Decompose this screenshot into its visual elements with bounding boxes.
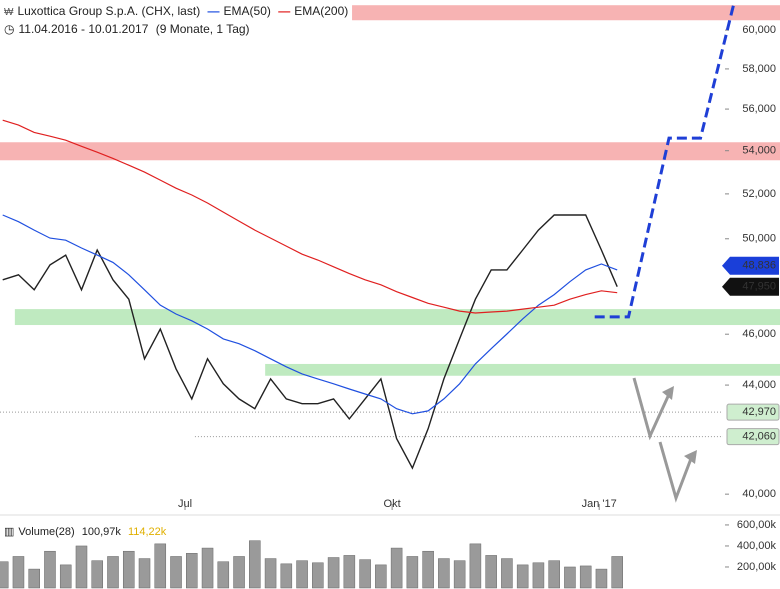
volume-bar xyxy=(217,561,230,589)
volume-bar xyxy=(532,562,545,589)
x-tick-label: Okt xyxy=(384,498,401,510)
volume-bar xyxy=(91,560,104,589)
volume-bar xyxy=(138,558,151,589)
y-tick-label: 52,000 xyxy=(742,188,776,200)
volume-bar xyxy=(154,543,167,589)
header-line: ₩ Luxottica Group S.p.A. (CHX, last) — EMA… xyxy=(4,4,353,18)
zone xyxy=(352,5,780,21)
volume-bar xyxy=(390,547,403,589)
y-tick-label: 60,000 xyxy=(742,24,776,36)
volume-bar xyxy=(359,559,371,589)
volume-bar xyxy=(201,547,214,589)
volume-bar xyxy=(453,560,466,589)
volume-header: ▥ Volume(28) 100,97k 114,22k xyxy=(4,525,171,538)
y-tick-label: 46,000 xyxy=(742,328,776,340)
y-tick-label: 58,000 xyxy=(742,63,776,75)
volume-bar xyxy=(28,568,40,589)
volume-bar xyxy=(564,566,576,589)
date-range: 11.04.2016 - 10.01.2017 xyxy=(18,22,149,36)
volume-bar xyxy=(312,562,324,589)
projection xyxy=(594,1,736,319)
volume-bar xyxy=(170,556,182,589)
volume-bar xyxy=(0,561,9,589)
level-label: 42,970 xyxy=(742,406,776,418)
volume-bar xyxy=(12,556,25,589)
volume-bar xyxy=(611,556,623,589)
y-tick-label: 56,000 xyxy=(742,103,776,115)
volume-bar xyxy=(516,564,529,589)
level-box xyxy=(726,403,780,421)
volume-bar xyxy=(233,556,245,589)
volume-average: 114,22k xyxy=(127,526,167,538)
volume-bar xyxy=(343,555,356,589)
volume-bar xyxy=(264,558,277,589)
price-marker xyxy=(722,277,779,296)
volume-bar xyxy=(59,564,72,589)
volume-bar xyxy=(327,557,340,589)
volume-bar xyxy=(44,550,56,589)
volume-bar xyxy=(548,560,560,589)
volume-label: Volume(28) xyxy=(18,526,75,538)
legend-entry: EMA(50) xyxy=(223,4,271,18)
volume-bar xyxy=(186,553,198,589)
price-marker-label: 47,950 xyxy=(742,281,776,293)
date-line: ◷ 11.04.2016 - 10.01.2017 (9 Monate, 1 Ta… xyxy=(4,22,254,36)
volume-icon: ▥ xyxy=(4,526,15,538)
price-marker-label: 48,836 xyxy=(742,260,776,272)
volume-bar xyxy=(485,555,497,589)
volume-bar xyxy=(249,540,261,589)
zone xyxy=(265,363,780,376)
volume-bar xyxy=(595,568,608,589)
legend-swatch: — xyxy=(278,4,291,18)
volume-bar xyxy=(122,550,135,589)
chart-title: Luxottica Group S.p.A. (CHX, last) xyxy=(17,4,201,18)
period: (9 Monate, 1 Tag) xyxy=(155,22,250,36)
legend-swatch: — xyxy=(207,4,220,18)
volume-tick-label: 600,00k xyxy=(737,519,777,531)
volume-tick-label: 400,00k xyxy=(737,540,777,552)
volume-bar xyxy=(501,558,513,589)
volume-bar xyxy=(438,558,450,589)
volume-bar xyxy=(280,563,293,589)
ema-line xyxy=(2,214,618,415)
volume-last: 100,97k xyxy=(81,526,121,538)
scenario-arrows xyxy=(632,377,697,503)
volume-bar xyxy=(375,564,387,589)
price-marker xyxy=(722,256,779,275)
y-tick-label: 50,000 xyxy=(742,233,776,245)
volume-bar xyxy=(422,550,434,589)
legend-entry: EMA(200) xyxy=(294,4,349,18)
clock-icon: ◷ xyxy=(4,22,15,36)
chart-icon: ₩ xyxy=(4,7,14,18)
volume-bar xyxy=(107,556,119,589)
zone xyxy=(14,309,780,326)
volume-bar xyxy=(469,543,482,589)
y-tick-label: 54,000 xyxy=(742,145,776,157)
level-label: 42,060 xyxy=(742,431,776,443)
price-line xyxy=(2,214,618,470)
volume-tick-label: 200,00k xyxy=(737,561,777,573)
volume-bar xyxy=(296,560,308,589)
x-tick-label: Jan '17 xyxy=(582,498,617,510)
y-tick-label: 40,000 xyxy=(742,488,776,500)
x-tick-label: Jul xyxy=(178,498,192,510)
y-tick-label: 44,000 xyxy=(742,379,776,391)
zone xyxy=(0,142,780,161)
ema-line xyxy=(2,119,618,314)
level-box xyxy=(726,428,780,446)
volume-bar xyxy=(406,556,419,589)
volume-bar xyxy=(579,565,592,589)
volume-bar xyxy=(75,545,88,589)
